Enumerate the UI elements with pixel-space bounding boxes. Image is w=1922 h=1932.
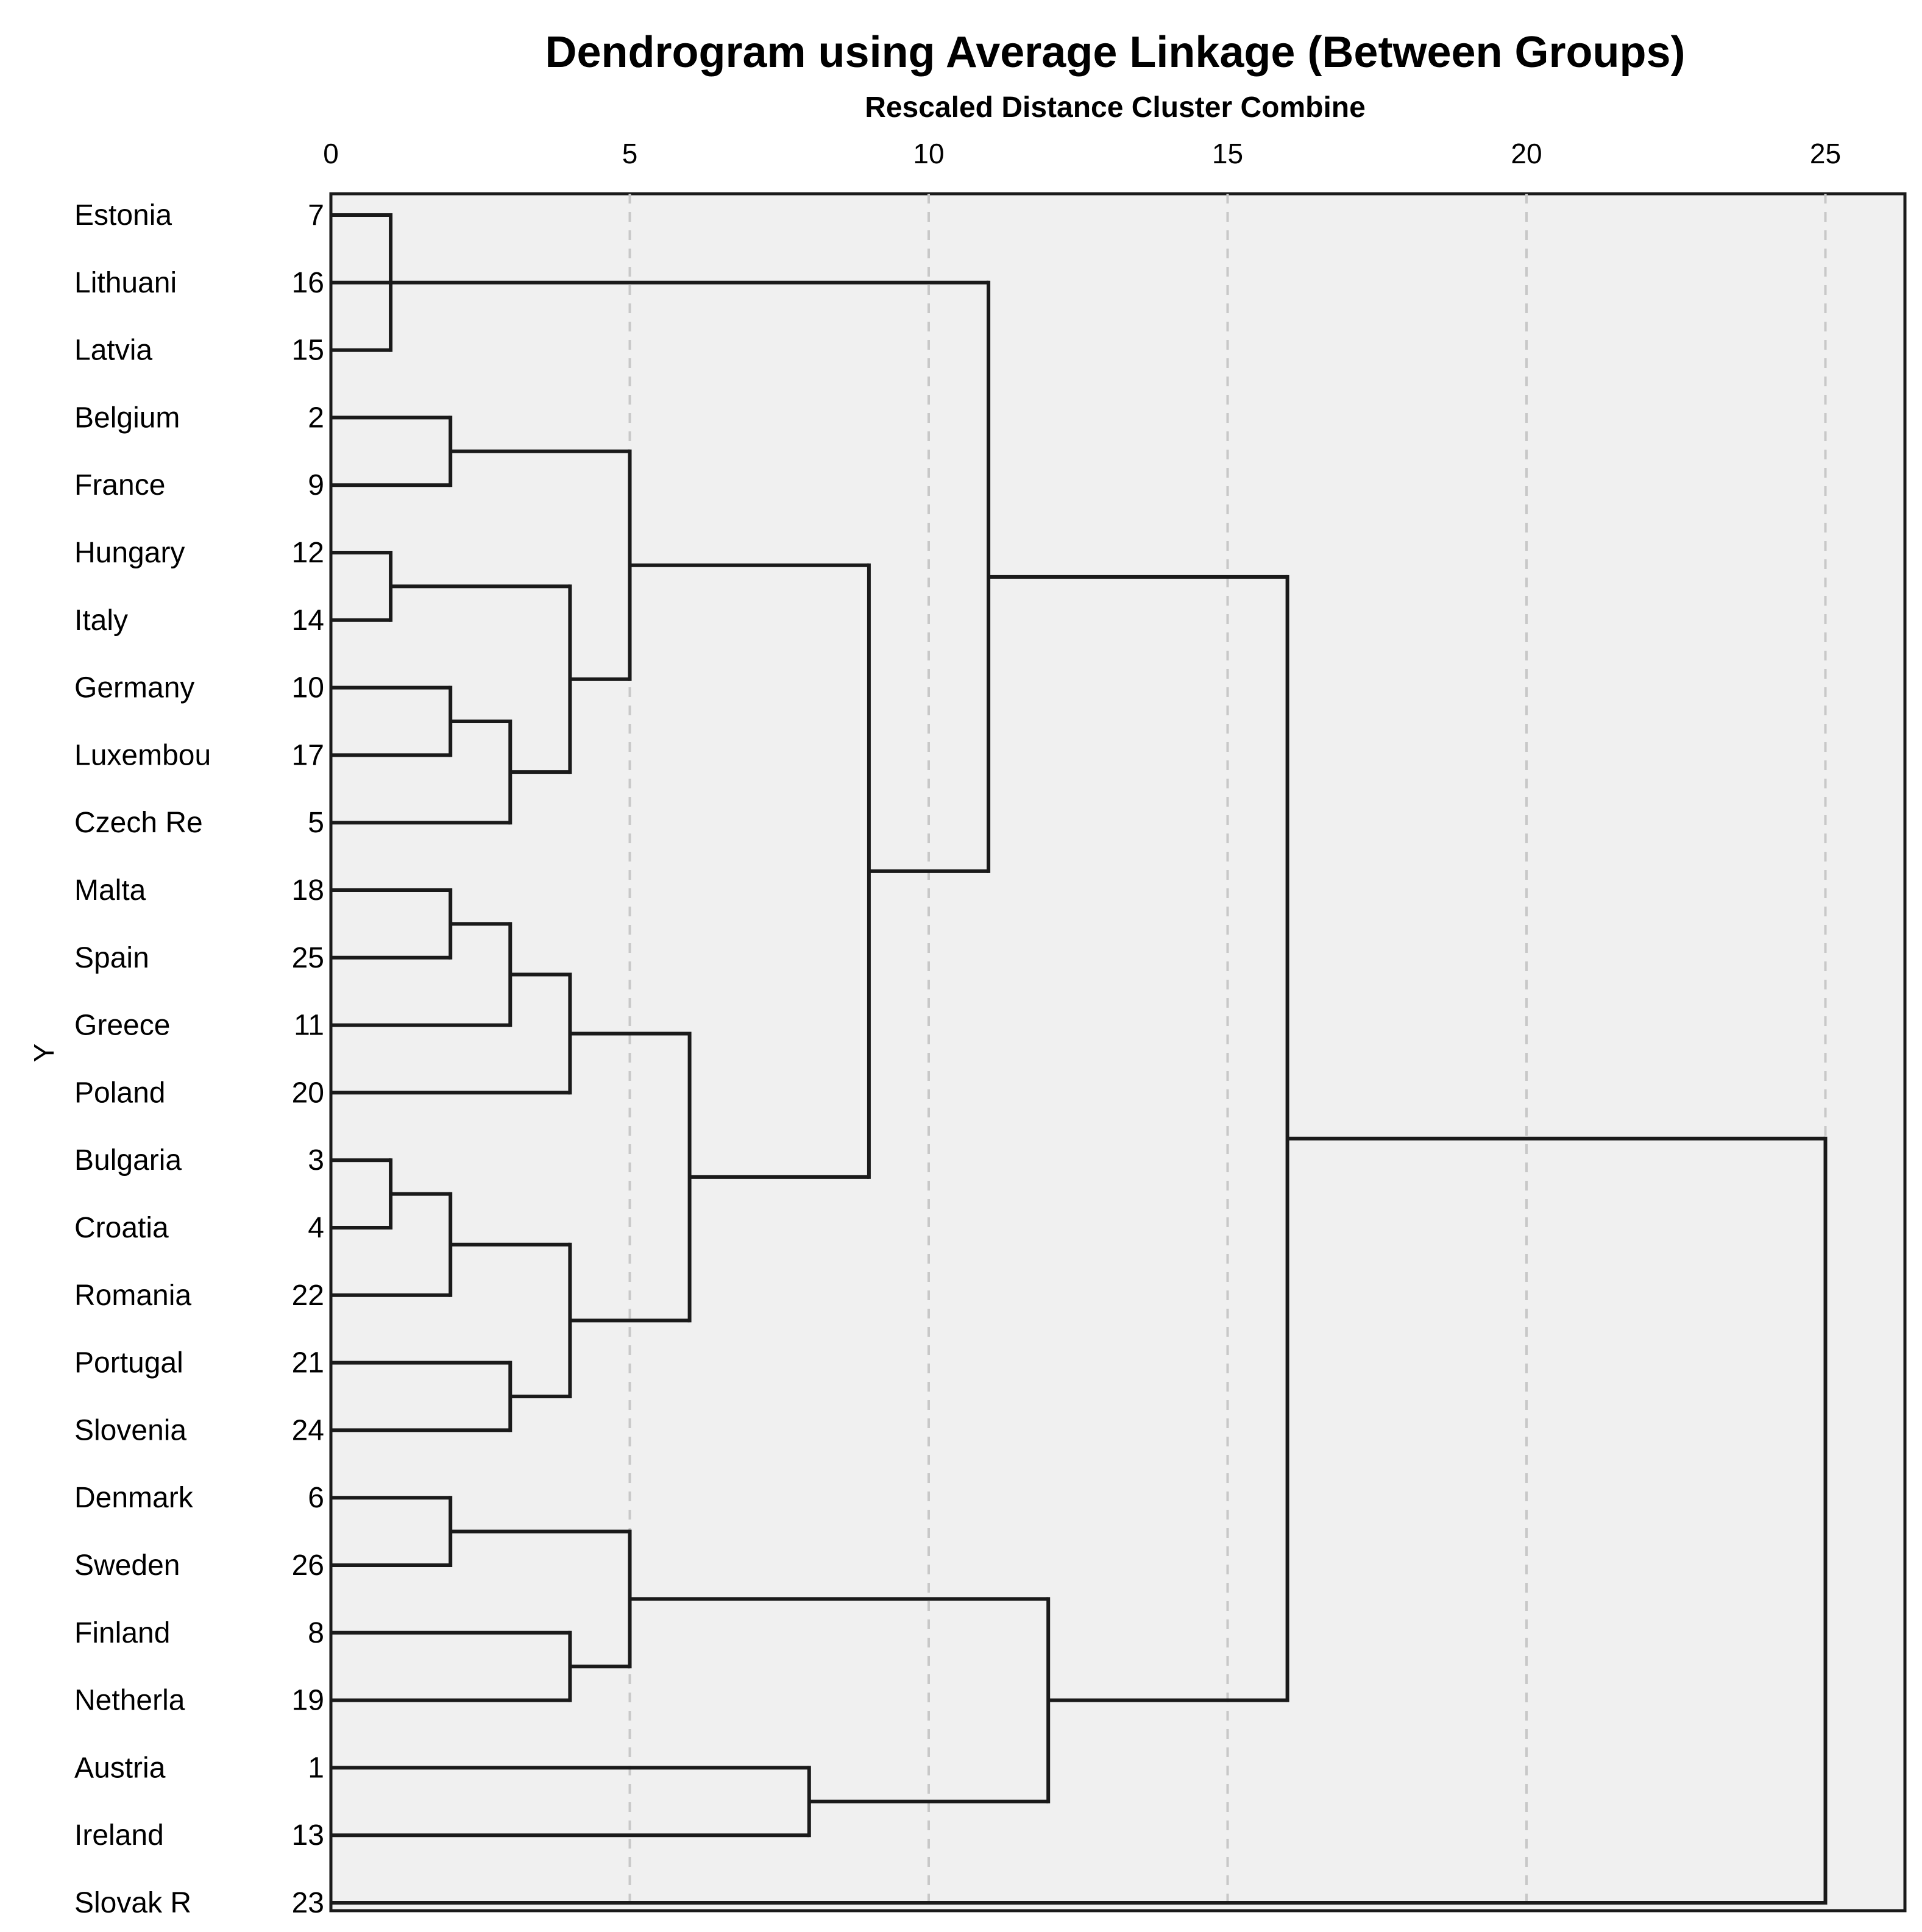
dendrogram-branches: [331, 213, 1828, 1905]
leaf-country-label: Malta: [74, 874, 146, 907]
leaf-country-label: Bulgaria: [74, 1144, 182, 1177]
leaf-case-number: 22: [292, 1279, 324, 1312]
chart-title: Dendrogram using Average Linkage (Betwee…: [545, 28, 1685, 77]
leaf-case-number: 18: [292, 874, 324, 907]
leaf-case-number: 12: [292, 537, 324, 569]
leaf-country-label: Finland: [74, 1617, 170, 1649]
leaf-case-number: 10: [292, 672, 324, 704]
leaf-country-label: Romania: [74, 1279, 191, 1312]
x-tick-label: 5: [622, 138, 638, 169]
leaf-case-number: 6: [308, 1482, 324, 1514]
leaf-case-number: 13: [292, 1819, 324, 1852]
leaf-country-label: Austria: [74, 1752, 166, 1784]
leaf-case-number: 23: [292, 1887, 324, 1919]
leaf-case-number: 15: [292, 334, 324, 367]
leaf-case-number: 24: [292, 1414, 324, 1446]
leaf-country-label: Italy: [74, 604, 128, 637]
leaf-case-number: 4: [308, 1212, 324, 1244]
x-tick-label: 25: [1810, 138, 1841, 169]
leaf-country-label: Hungary: [74, 537, 185, 569]
leaf-case-number: 20: [292, 1077, 324, 1109]
x-axis-ticks: 0 5 10 15 20 25: [323, 138, 1841, 169]
x-tick-label: 15: [1212, 138, 1243, 169]
chart-subtitle: Rescaled Distance Cluster Combine: [865, 91, 1366, 124]
leaf-country-label: Croatia: [74, 1212, 169, 1244]
leaf-case-number: 1: [308, 1752, 324, 1784]
leaf-country-label: Portugal: [74, 1347, 183, 1379]
leaf-country-label: Netherla: [74, 1685, 185, 1717]
leaf-case-number: 17: [292, 739, 324, 771]
leaf-country-label: Spain: [74, 942, 149, 974]
leaf-country-label: Greece: [74, 1010, 170, 1042]
leaf-case-number: 14: [292, 604, 324, 637]
leaf-case-number: 16: [292, 267, 324, 299]
leaf-country-label: France: [74, 469, 165, 501]
leaf-country-label: Estonia: [74, 199, 172, 232]
leaf-country-label: Germany: [74, 672, 194, 704]
x-tick-label: 0: [323, 138, 339, 169]
leaf-country-label: Slovak R: [74, 1887, 191, 1919]
leaf-case-number: 7: [308, 199, 324, 232]
leaf-country-label: Slovenia: [74, 1414, 186, 1446]
leaf-country-label: Sweden: [74, 1549, 180, 1582]
plot-area: [329, 192, 1907, 1913]
leaf-country-label: Denmark: [74, 1482, 194, 1514]
leaf-case-number: 21: [292, 1347, 324, 1379]
leaf-case-number: 3: [308, 1144, 324, 1177]
leaf-case-number: 2: [308, 402, 324, 434]
leaf-case-number: 19: [292, 1685, 324, 1717]
x-tick-label: 20: [1511, 138, 1542, 169]
leaf-country-label: Luxembou: [74, 739, 211, 771]
leaf-country-label: Belgium: [74, 402, 180, 434]
leaf-case-number: 25: [292, 942, 324, 974]
leaf-case-number: 9: [308, 469, 324, 501]
leaf-country-label: Lithuani: [74, 267, 177, 299]
leaf-country-label: Czech Re: [74, 807, 203, 839]
x-tick-label: 10: [913, 138, 944, 169]
leaf-case-number: 5: [308, 807, 324, 839]
leaf-case-number: 26: [292, 1549, 324, 1582]
leaf-case-number: 11: [294, 1010, 324, 1042]
leaf-country-label: Ireland: [74, 1819, 164, 1852]
y-axis-label: Y: [28, 1044, 60, 1063]
leaf-case-number: 8: [308, 1617, 324, 1649]
leaf-country-label: Latvia: [74, 334, 152, 367]
leaf-country-label: Poland: [74, 1077, 165, 1109]
